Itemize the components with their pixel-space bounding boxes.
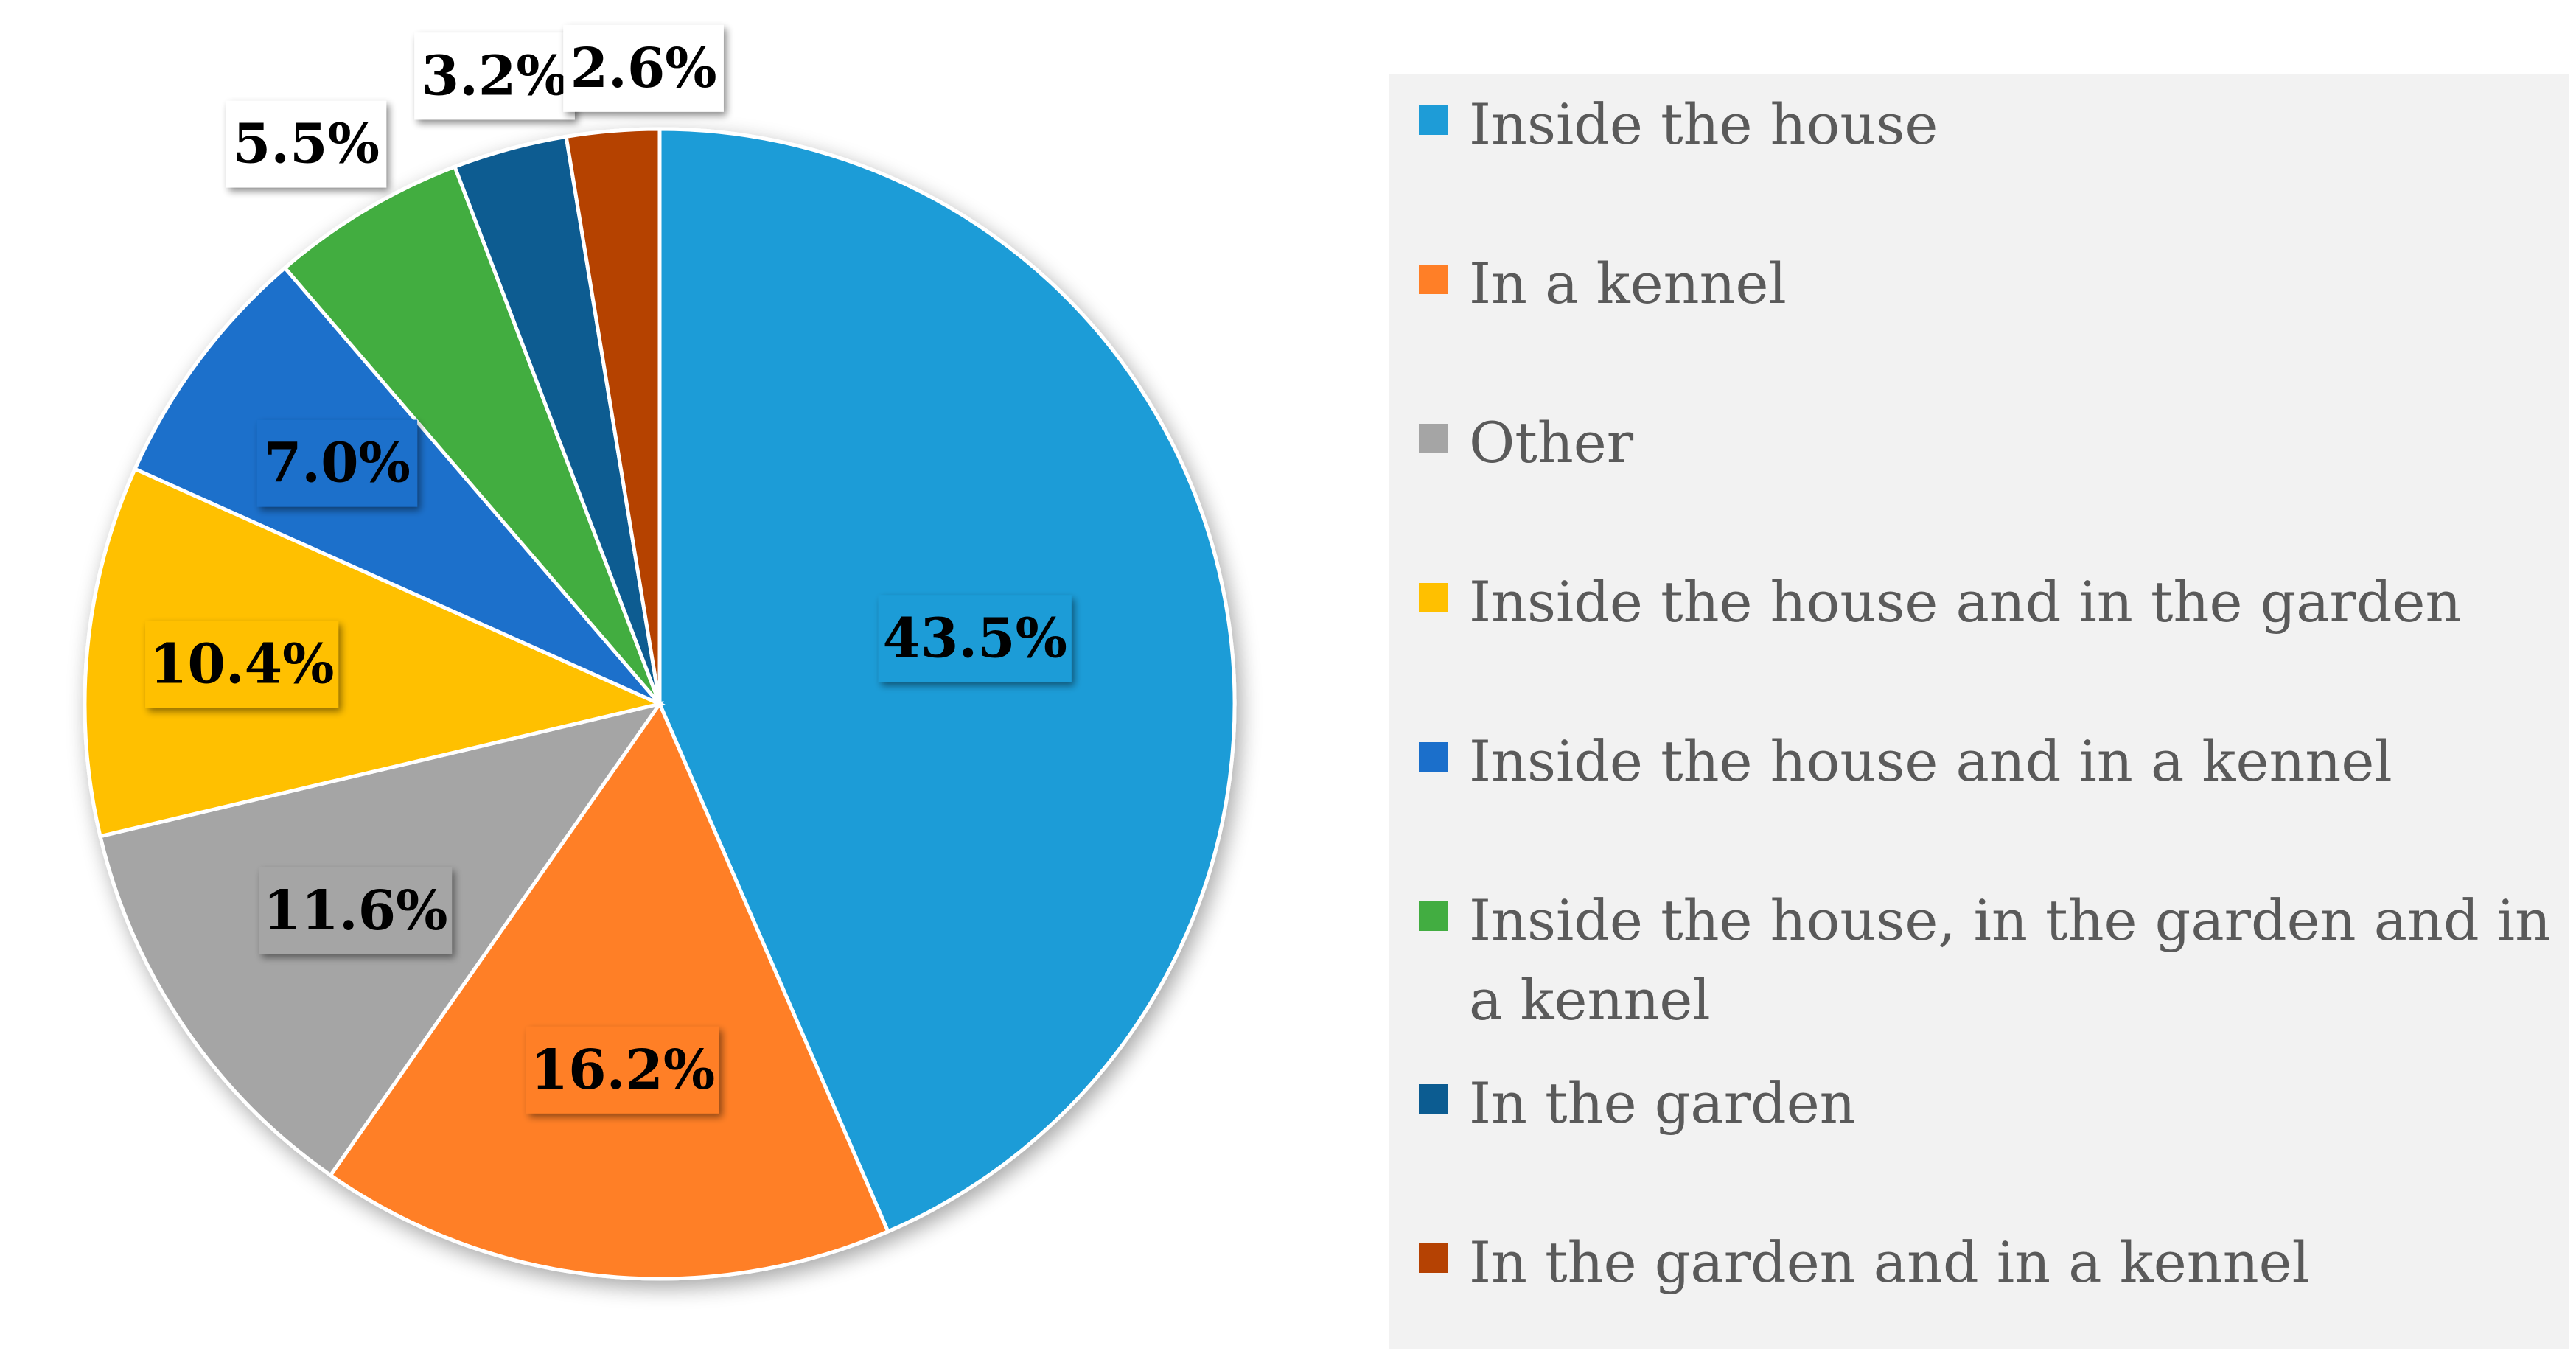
data-label-7: 3.2%	[414, 32, 575, 120]
pie-slice-8	[564, 127, 662, 705]
legend-item-3: Other	[1419, 403, 2554, 483]
legend-swatch	[1419, 424, 1448, 453]
data-label-1: 43.5%	[878, 595, 1072, 682]
legend-item-7: In the garden	[1419, 1064, 2554, 1143]
legend-label: In a kennel	[1469, 251, 1787, 316]
legend-label: In the garden and in a kennel	[1469, 1229, 2310, 1295]
legend-item-2: In a kennel	[1419, 244, 2554, 324]
legend-label: Inside the house, in the garden and in a…	[1469, 887, 2552, 1033]
pie-slices	[83, 127, 1237, 1281]
legend-swatch	[1419, 1243, 1448, 1273]
legend: Inside the house In a kennel Other Inside t…	[1389, 74, 2569, 1349]
legend-swatch	[1419, 265, 1448, 294]
legend-swatch	[1419, 742, 1448, 772]
legend-label: Inside the house	[1469, 91, 1938, 157]
legend-label: Inside the house and in a kennel	[1469, 728, 2392, 794]
legend-swatch	[1419, 583, 1448, 612]
legend-swatch	[1419, 105, 1448, 135]
legend-item-1: Inside the house	[1419, 85, 2554, 164]
data-label-text: 11.6%	[263, 879, 448, 943]
data-label-box	[414, 32, 575, 120]
data-label-text: 5.5%	[233, 113, 380, 176]
data-label-2: 16.2%	[526, 1026, 719, 1114]
pie-plot-area: 43.5% 16.2% 11.6% 10.4% 7.0% 5.5% 3.2% 2.6%	[83, 24, 1237, 1281]
legend-item-5: Inside the house and in a kennel	[1419, 722, 2554, 801]
legend-item-8: In the garden and in a kennel	[1419, 1223, 2554, 1302]
data-label-box	[259, 867, 453, 954]
data-label-text: 16.2%	[531, 1038, 716, 1102]
legend-swatch	[1419, 1084, 1448, 1114]
data-label-6: 5.5%	[226, 100, 387, 188]
pie-slice-4	[83, 466, 666, 839]
legend-label: Other	[1469, 410, 1634, 475]
legend-item-4: Inside the house and in the garden	[1419, 562, 2554, 642]
data-label-box	[563, 24, 724, 112]
data-label-text: 3.2%	[422, 45, 568, 108]
pie-slice-2	[328, 699, 891, 1281]
data-label-8: 2.6%	[563, 24, 724, 112]
data-label-text: 43.5%	[882, 607, 1067, 671]
legend-swatch	[1419, 901, 1448, 931]
data-label-box	[526, 1026, 719, 1114]
legend-label: In the garden	[1469, 1070, 1856, 1136]
pie-data-labels: 43.5% 16.2% 11.6% 10.4% 7.0% 5.5% 3.2% 2.6%	[145, 24, 1072, 1114]
pie-slice-6	[282, 164, 662, 705]
legend-item-6: Inside the house, in the garden and in a…	[1419, 881, 2554, 1040]
data-label-3: 11.6%	[259, 867, 453, 954]
data-label-box	[226, 100, 387, 188]
data-label-text: 2.6%	[570, 37, 717, 100]
data-label-box	[878, 595, 1072, 682]
data-label-box	[256, 419, 418, 507]
data-label-5: 7.0%	[256, 419, 418, 507]
data-label-text: 7.0%	[264, 432, 411, 495]
legend-label: Inside the house and in the garden	[1469, 569, 2462, 635]
data-label-box	[145, 621, 339, 708]
data-label-4: 10.4%	[145, 621, 339, 708]
data-label-text: 10.4%	[150, 633, 335, 697]
